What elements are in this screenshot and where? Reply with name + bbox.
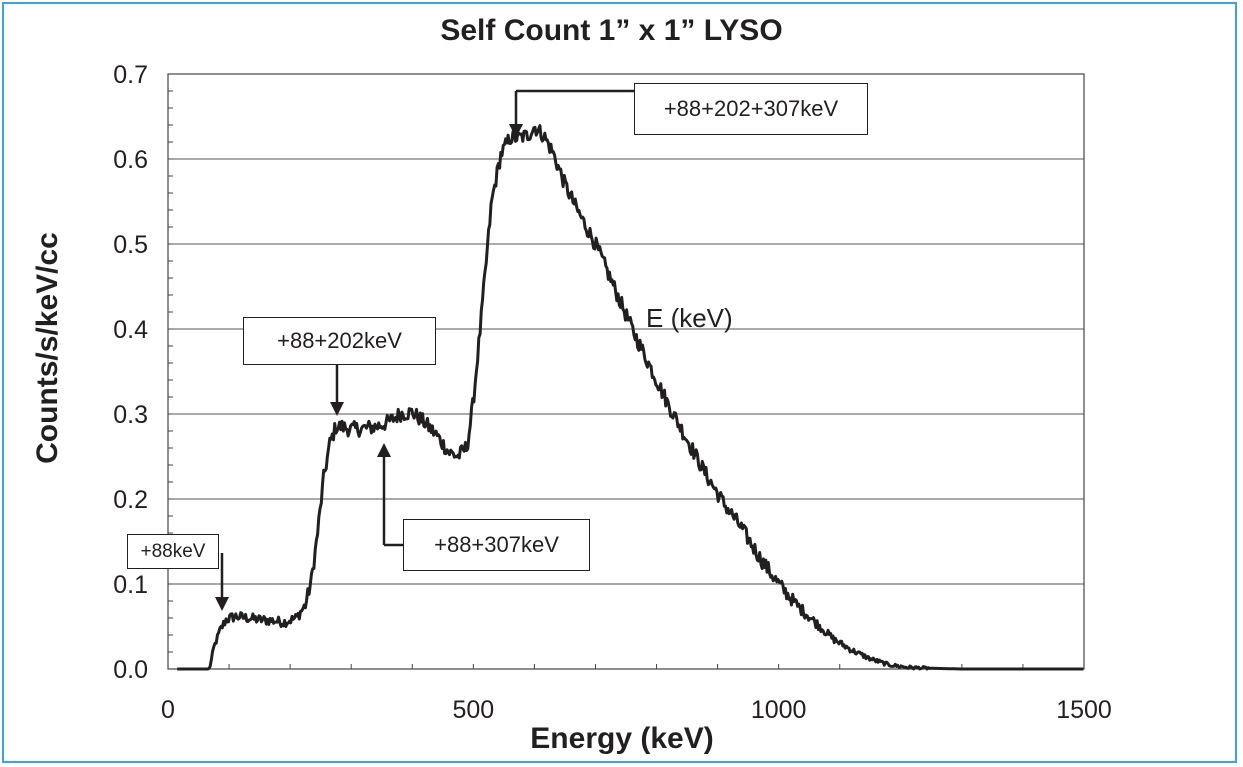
annotation-88-307kev: +88+307keV xyxy=(403,519,590,571)
y-tick-label: 0.1 xyxy=(113,571,148,599)
chart-title: Self Count 1” x 1” LYSO xyxy=(440,14,783,47)
x-tick-label: 0 xyxy=(161,696,175,724)
annotation-88kev: +88keV xyxy=(127,534,219,569)
x-tick-label: 1000 xyxy=(751,696,807,724)
annotation-88-202-307kev: +88+202+307keV xyxy=(634,83,868,135)
x-axis-label: Energy (keV) xyxy=(530,722,714,755)
annotation-88-202-307kev-label: +88+202+307keV xyxy=(663,96,839,121)
y-tick-label: 0.0 xyxy=(113,656,148,684)
annotation-88-202kev: +88+202keV xyxy=(243,317,436,365)
arrow-88-202-307kev-head xyxy=(509,124,523,138)
annotation-88kev-label: +88keV xyxy=(140,540,206,562)
y-tick-label: 0.7 xyxy=(113,61,148,89)
plot-border xyxy=(167,73,1085,670)
x-tick-label: 500 xyxy=(452,696,494,724)
spectrum-line xyxy=(176,124,1084,671)
y-tick-label: 0.6 xyxy=(113,146,148,174)
floating-energy-label: E (keV) xyxy=(646,303,733,333)
y-tick-label: 0.5 xyxy=(113,231,148,259)
y-tick-label: 0.3 xyxy=(113,401,148,429)
annotation-88-307kev-label: +88+307keV xyxy=(434,532,559,557)
annotation-88-202kev-label: +88+202keV xyxy=(277,328,402,353)
arrow-88-307kev-head xyxy=(377,443,391,457)
x-tick-label: 1500 xyxy=(1056,696,1112,724)
arrow-88-202kev-head xyxy=(330,402,344,416)
y-tick-label: 0.4 xyxy=(113,316,148,344)
arrow-88kev-head xyxy=(215,597,229,611)
y-tick-label: 0.2 xyxy=(113,486,148,514)
